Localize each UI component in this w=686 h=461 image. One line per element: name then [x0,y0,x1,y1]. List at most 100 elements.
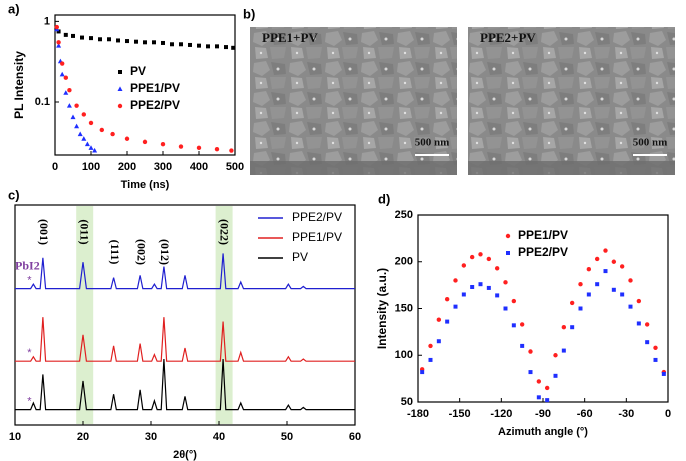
marker [428,343,433,349]
marker [520,343,525,348]
peak-label: (022) [217,219,231,245]
legend-label: PPE2/PV [130,98,180,112]
marker [224,45,228,50]
marker [59,71,65,77]
marker [99,127,105,133]
scale-label: 500 nm [633,137,668,149]
marker [196,145,202,151]
marker [66,103,72,108]
marker [231,45,236,50]
x-tick-label: -120 [490,408,512,420]
y-tick-label: 250 [395,209,413,221]
marker [528,370,533,375]
marker [478,252,483,257]
legend-label: PPE2/PV [292,210,342,224]
marker [152,40,156,45]
scale-label: 500 nm [415,137,450,149]
marker [545,398,550,403]
marker [519,322,525,327]
x-axis-title: Azimuth angle (°) [498,426,588,438]
legend-marker [505,233,511,239]
peak-label: (111) [108,240,122,265]
x-tick-label: 100 [82,161,100,173]
marker [486,285,491,290]
legend-label: PV [130,64,146,78]
marker [74,123,80,129]
panel-label: d) [378,191,390,206]
marker [116,38,120,43]
marker [461,292,466,297]
marker [67,88,72,93]
marker [544,385,550,391]
legend-marker [117,86,123,91]
series-line [15,317,355,362]
legend-label: PPE1/PV [130,81,180,95]
panel-label: c) [8,187,20,202]
marker [81,136,87,141]
marker [553,373,558,378]
marker [619,264,625,269]
marker [436,317,442,322]
plot-frame [54,14,236,156]
peak-label: (011) [77,219,91,244]
x-axis-title: 2θ(°) [173,449,197,461]
marker [215,44,219,49]
marker [88,145,94,150]
highlight-band [76,206,94,424]
marker [143,40,147,45]
marker [486,256,492,262]
marker [628,278,633,283]
peak-label: (001) [37,219,51,245]
marker [636,298,642,304]
peak-label: (002) [134,239,148,265]
marker [420,370,425,375]
marker [110,131,115,137]
marker [444,296,450,302]
marker [628,304,633,309]
marker [170,42,174,47]
marker [503,280,508,285]
marker [645,340,650,345]
marker [56,43,62,48]
marker [178,144,184,149]
marker [88,120,94,126]
marker [63,32,68,37]
y-tick-label: 1 [44,15,50,27]
sample-label: PPE2+PV [480,30,536,45]
marker [469,254,475,260]
marker [594,256,600,262]
plot-frame [14,204,356,426]
marker [503,306,508,311]
panel-label: b) [243,6,255,21]
marker [60,61,65,66]
marker [620,292,625,297]
marker [160,141,166,147]
sample-label: PPE1+PV [262,30,318,45]
marker [561,348,566,353]
x-tick-label: 50 [281,431,293,443]
impurity-star: * [27,396,32,408]
x-tick-label: 20 [77,431,89,443]
marker [63,75,68,80]
marker [71,33,75,38]
marker [70,114,76,120]
marker [553,353,558,358]
y-tick-label: 50 [401,396,413,408]
marker [80,35,84,40]
marker [561,325,567,330]
marker [603,269,608,274]
x-tick-label: 500 [226,161,244,173]
marker [54,24,59,30]
marker [89,36,93,41]
marker [653,345,658,350]
sem-info-bar [468,161,675,175]
marker [84,141,90,147]
marker [142,139,148,145]
marker [636,321,641,326]
marker [569,300,575,306]
marker [179,42,183,47]
marker [536,379,542,384]
marker [644,322,650,327]
x-tick-label: 400 [190,161,208,173]
marker [124,136,130,141]
